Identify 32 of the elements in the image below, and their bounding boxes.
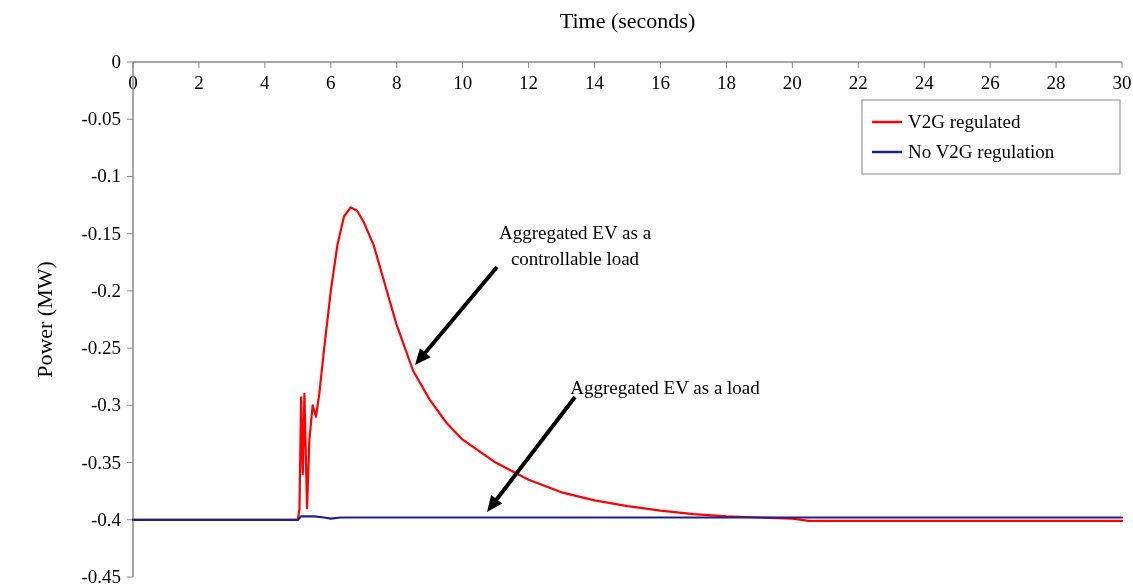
- annotation: Aggregated EV as a load: [570, 377, 761, 398]
- x-tick-label: 26: [980, 72, 1000, 93]
- x-tick-label: 24: [914, 72, 935, 93]
- y-tick-label: -0.4: [90, 508, 122, 530]
- y-tick-label: -0.45: [81, 566, 121, 587]
- y-tick-label: -0.15: [81, 222, 121, 244]
- x-axis-title: Time (seconds): [559, 8, 696, 33]
- x-tick-label: 6: [326, 72, 336, 93]
- y-tick-label: 0: [111, 51, 121, 72]
- x-tick-label: 8: [391, 72, 402, 93]
- y-tick-label: -0.1: [90, 165, 121, 187]
- x-tick-label: 14: [585, 72, 605, 93]
- x-tick-label: 28: [1046, 72, 1066, 93]
- x-tick-label: 20: [782, 72, 802, 93]
- y-tick-label: -0.35: [81, 451, 121, 473]
- x-tick-label: 12: [519, 72, 539, 93]
- annotation: Aggregated EV as a controllable load: [498, 222, 652, 269]
- x-tick-label: 4: [260, 72, 271, 93]
- x-tick-label: 22: [848, 72, 868, 93]
- legend-label: No V2G regulation: [908, 141, 1055, 162]
- x-tick-label: 10: [453, 72, 473, 93]
- legend-label: V2G regulated: [908, 111, 1021, 132]
- x-tick-label: 0: [128, 72, 138, 93]
- y-axis-title: Power (MW): [32, 261, 57, 378]
- y-tick-label: -0.3: [90, 394, 121, 416]
- y-tick-label: -0.25: [81, 337, 121, 359]
- x-tick-label: 18: [716, 72, 736, 93]
- x-tick-label: 30: [1112, 72, 1132, 93]
- y-tick-label: -0.05: [81, 108, 121, 130]
- y-tick-label: -0.2: [90, 279, 121, 301]
- x-tick-label: 16: [650, 72, 670, 93]
- x-tick-label: 2: [194, 72, 204, 93]
